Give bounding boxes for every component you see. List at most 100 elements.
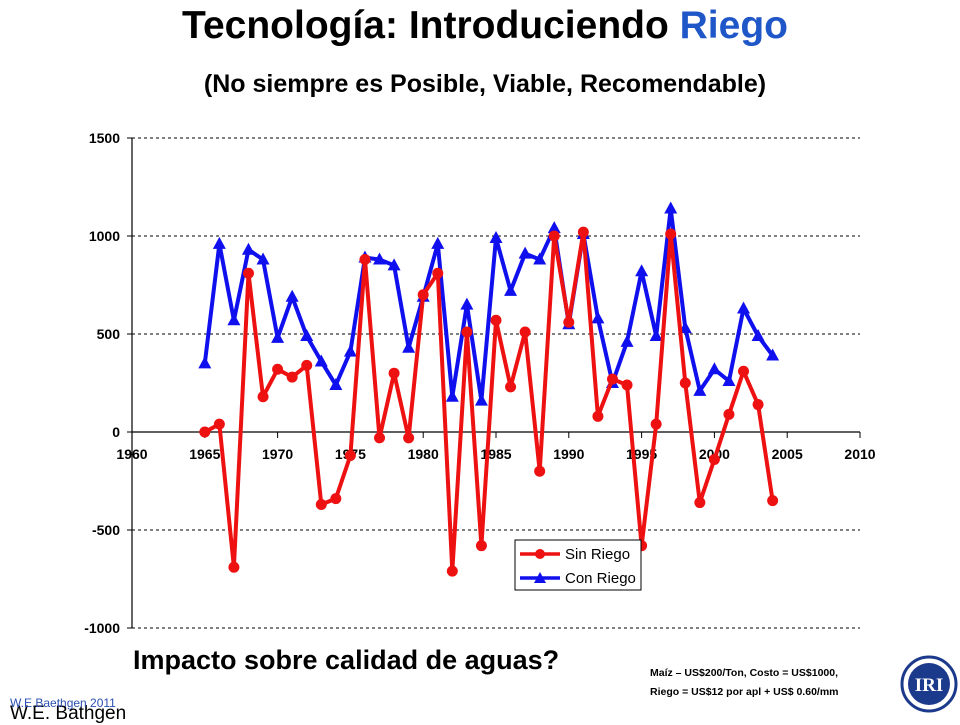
data-point <box>737 301 751 314</box>
data-point <box>212 236 226 249</box>
data-point <box>504 283 518 296</box>
data-point <box>256 252 270 265</box>
x-tick-label: 1970 <box>262 446 293 462</box>
data-point <box>343 344 357 357</box>
slide-title-prefix: Tecnología: Introduciendo <box>182 4 680 47</box>
data-point <box>314 354 328 367</box>
x-tick-label: 1965 <box>189 446 220 462</box>
legend-marker <box>534 572 546 583</box>
data-point <box>330 493 342 505</box>
data-point <box>766 348 780 361</box>
y-tick-label: 1500 <box>89 130 120 146</box>
data-point <box>693 383 707 396</box>
data-point <box>199 426 211 438</box>
legend-label: Sin Riego <box>565 546 630 563</box>
data-point <box>387 258 401 271</box>
y-tick-label: 500 <box>97 326 121 342</box>
data-point <box>373 252 387 265</box>
data-point <box>621 379 633 391</box>
data-point <box>592 410 604 422</box>
data-point <box>474 393 488 406</box>
author-credit-small: W.E.Baethgen 2011 <box>10 696 116 710</box>
data-point <box>708 453 720 465</box>
data-point <box>577 226 589 238</box>
data-point <box>519 326 531 338</box>
y-tick-label: 0 <box>112 424 120 440</box>
iri-logo-text: IRI <box>915 675 944 696</box>
author-credit-large: W.E. Bathgen <box>10 703 127 724</box>
data-point <box>315 499 327 511</box>
data-point <box>751 328 765 341</box>
legend-label: Con Riego <box>565 570 636 587</box>
cost-note-line-2: Riego = US$12 por apl + US$ 0.60/mm <box>650 686 839 698</box>
data-point <box>374 432 386 444</box>
x-tick-label: 1960 <box>116 446 147 462</box>
data-point <box>547 221 561 234</box>
data-point <box>664 201 678 214</box>
series-line <box>203 230 775 574</box>
data-point <box>490 314 502 326</box>
data-point <box>591 311 605 324</box>
x-tick-label: 2010 <box>844 446 875 462</box>
data-point <box>272 363 284 375</box>
question-text: Impacto sobre calidad de aguas? <box>133 645 560 675</box>
x-tick-label: 1990 <box>553 446 584 462</box>
data-point <box>257 391 269 403</box>
data-point <box>228 561 240 573</box>
data-point <box>620 334 634 347</box>
data-point <box>548 230 560 242</box>
series-line <box>202 206 775 403</box>
data-point <box>533 252 547 265</box>
data-point <box>707 362 721 375</box>
data-point <box>563 316 575 328</box>
data-point <box>518 246 532 259</box>
data-point <box>534 465 546 477</box>
data-point <box>359 254 371 266</box>
data-point <box>329 377 343 390</box>
legend-marker <box>535 549 545 559</box>
data-point <box>752 399 764 411</box>
data-point <box>635 264 649 277</box>
data-point <box>403 432 415 444</box>
cost-note: Maíz – US$200/Ton, Costo = US$1000, Rieg… <box>650 664 839 702</box>
y-tick-label: -500 <box>92 522 120 538</box>
y-tick-label: -1000 <box>84 620 120 636</box>
data-point <box>344 450 356 462</box>
data-point <box>505 381 517 393</box>
x-tick-label: 2005 <box>772 446 803 462</box>
data-point <box>445 389 459 402</box>
data-point <box>241 242 255 255</box>
data-point <box>271 330 285 343</box>
data-point <box>286 371 298 383</box>
data-point <box>227 313 241 326</box>
data-point <box>665 228 677 240</box>
data-point <box>388 367 400 379</box>
data-point <box>767 495 779 507</box>
data-point <box>198 356 212 369</box>
data-point <box>679 377 691 389</box>
data-point <box>446 565 458 577</box>
data-point <box>285 289 299 302</box>
y-tick-label: 1000 <box>89 228 120 244</box>
data-point <box>475 540 487 552</box>
data-point <box>460 297 474 310</box>
data-point <box>213 418 225 430</box>
cost-note-line-1: Maíz – US$200/Ton, Costo = US$1000, <box>650 667 839 679</box>
data-point <box>301 359 313 371</box>
x-tick-label: 1980 <box>408 446 439 462</box>
data-point <box>738 365 750 377</box>
iri-logo: IRI <box>900 655 958 713</box>
data-point <box>694 497 706 509</box>
data-point <box>723 408 735 420</box>
data-point <box>650 418 662 430</box>
data-point <box>417 289 429 301</box>
data-point <box>431 236 445 249</box>
slide-title-highlight: Riego <box>679 4 788 47</box>
data-point <box>242 267 254 279</box>
slide-subtitle: (No siempre es Posible, Viable, Recomend… <box>203 70 767 98</box>
data-point <box>432 267 444 279</box>
data-point <box>402 340 416 353</box>
data-point <box>461 326 473 338</box>
slide-title: Tecnología: Introduciendo Riego <box>0 4 960 48</box>
